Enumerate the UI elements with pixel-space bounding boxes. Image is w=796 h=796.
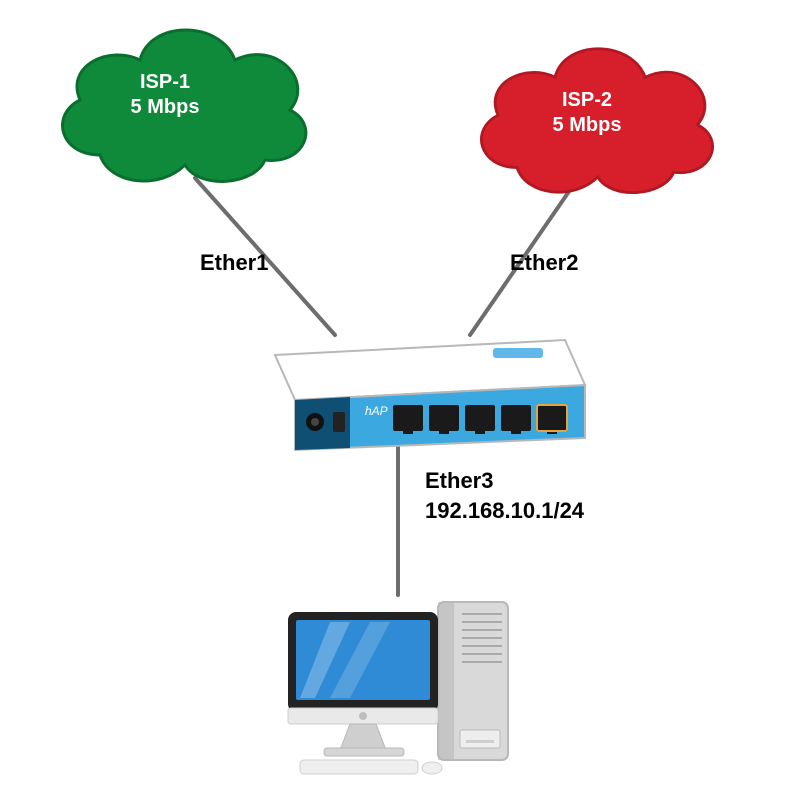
svg-text:hAP: hAP (365, 404, 388, 418)
connection-label-2: Ether2 (510, 250, 578, 276)
client-computer (270, 590, 530, 770)
connection-sublabel-3: 192.168.10.1/24 (425, 498, 584, 524)
cloud-label-isp2: ISP-25 Mbps (512, 88, 662, 138)
router-device: hAP (245, 320, 595, 470)
cloud-label-isp1: ISP-15 Mbps (90, 70, 240, 120)
connection-label-3: Ether3 (425, 468, 493, 494)
connection-label-1: Ether1 (200, 250, 268, 276)
